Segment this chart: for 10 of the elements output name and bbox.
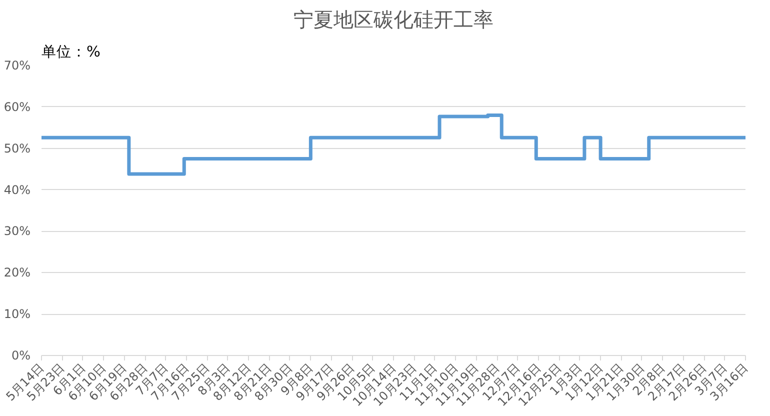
y-tick-label: 70%	[4, 58, 30, 72]
text: 单位：%	[42, 44, 100, 60]
y-tick-label: 0%	[11, 348, 31, 362]
y-tick-label: 20%	[4, 266, 30, 280]
y-tick-label: 10%	[4, 307, 30, 322]
y-tick-label: 30%	[4, 224, 30, 238]
y-tick-label: 60%	[4, 100, 30, 114]
y-tick-label: 50%	[4, 141, 30, 156]
chart-title: 宁夏地区碳化硅开工率	[294, 8, 494, 32]
y-tick-label: 40%	[4, 182, 30, 197]
